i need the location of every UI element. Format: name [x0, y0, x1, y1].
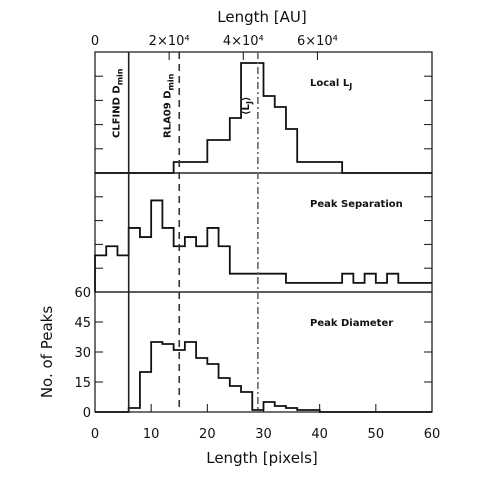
y-tick-label: 15	[74, 376, 91, 391]
histogram-series	[95, 62, 432, 174]
axis-ticks: 0 15 30 45 60 0 10 20 30 40 50 60 0 2×10⁴ 4×10⁴ 6×10⁴	[74, 34, 440, 442]
x-tick-label: 60	[424, 427, 441, 442]
histogram-series	[94, 199, 432, 292]
x-tick-label: 20	[199, 427, 216, 442]
top-tick-label: 0	[91, 34, 99, 49]
panel-label: Peak Diameter	[310, 318, 393, 329]
panel-local-lj: Local LJ	[94, 51, 433, 174]
panel-peak-diameter: Peak Diameter	[94, 291, 433, 413]
panel-peak-separation: Peak Separation	[94, 172, 433, 293]
x-tick-label: 40	[311, 427, 328, 442]
y-axis-title: No. of Peaks	[38, 306, 56, 399]
vertical-line-label: RLA09 Dmin	[162, 73, 175, 138]
x-tick-label: 0	[91, 427, 99, 442]
y-tick-label: 45	[74, 316, 91, 331]
x-axis-title: Length [pixels]	[206, 449, 318, 467]
x-tick-label: 10	[143, 427, 160, 442]
top-axis-title: Length [AU]	[217, 8, 306, 26]
y-tick-label: 30	[74, 346, 91, 361]
y-tick-label: 60	[74, 286, 91, 301]
histogram-series	[95, 341, 432, 413]
top-tick-label: 4×10⁴	[223, 34, 264, 49]
panel-frame	[94, 291, 433, 413]
x-tick-label: 50	[368, 427, 385, 442]
top-tick-label: 2×10⁴	[149, 34, 190, 49]
vertical-line-label: CLFIND Dmin	[112, 68, 125, 138]
x-tick-label: 30	[255, 427, 272, 442]
vertical-lines: CLFIND Dmin RLA09 Dmin ⟨LJ⟩	[112, 52, 259, 412]
panel-label: Local LJ	[310, 78, 352, 91]
top-tick-label: 6×10⁴	[297, 34, 338, 49]
vertical-line-label: ⟨LJ⟩	[241, 96, 254, 115]
y-tick-label: 0	[83, 406, 91, 421]
panel-label: Peak Separation	[310, 199, 403, 210]
